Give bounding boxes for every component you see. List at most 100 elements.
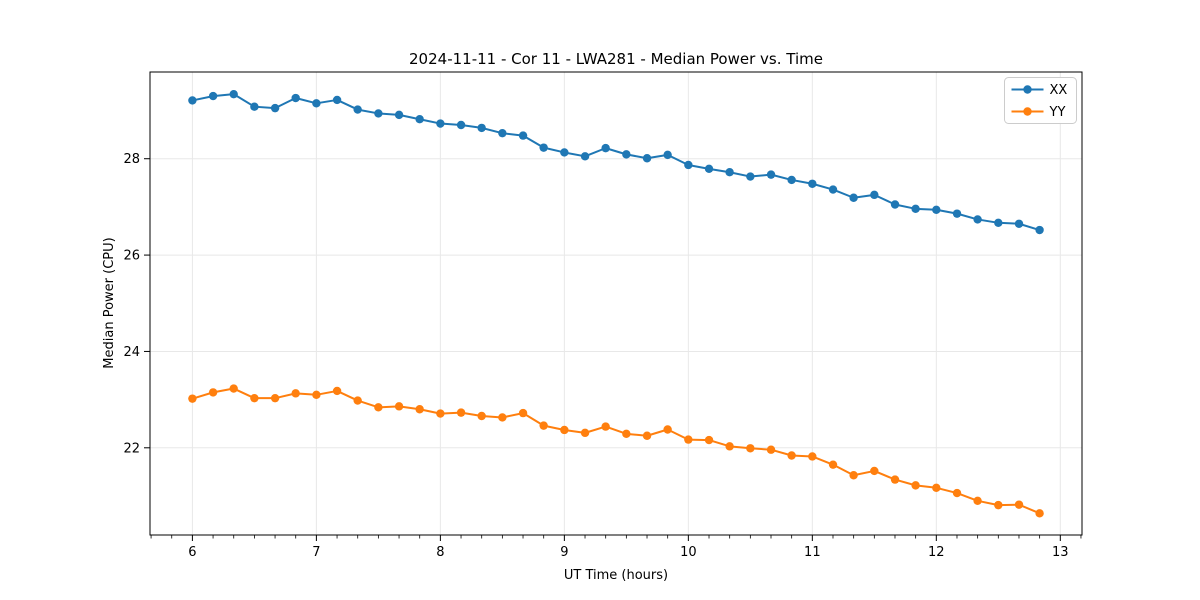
data-point-yy [477,411,486,421]
data-point-yy [849,471,858,480]
data-point-xx [580,152,590,161]
data-point-yy [229,384,238,393]
x-tick-label: 9 [560,545,568,560]
data-point-xx [746,172,755,181]
data-point-xx [270,103,280,113]
data-point-yy [622,429,631,439]
data-point-xx [808,179,817,188]
data-point-xx [539,143,548,152]
data-point-yy [704,435,714,445]
data-point-yy [518,408,528,418]
data-point-yy [332,386,342,396]
data-point-yy [911,481,920,490]
data-point-yy [787,451,796,460]
data-point-yy [828,460,838,469]
x-tick-label: 6 [188,545,196,560]
data-point-xx [188,96,197,105]
data-point-xx [332,95,342,105]
data-point-yy [684,435,693,444]
data-point-yy [436,409,445,418]
x-tick-label: 7 [312,545,320,560]
data-point-xx [353,105,362,114]
data-point-xx [766,170,776,179]
data-point-yy [498,413,507,422]
data-point-xx [477,123,486,133]
data-point-xx [498,128,507,138]
data-point-xx [973,215,982,224]
legend: XX YY [1004,77,1077,124]
data-point-yy [642,431,652,440]
y-tick-label: 26 [123,249,140,264]
y-tick-label: 28 [123,152,140,167]
data-point-yy [312,390,321,399]
data-point-xx [828,185,838,194]
data-point-xx [704,164,714,174]
x-tick-label: 12 [928,545,945,560]
data-point-xx [250,102,259,111]
data-point-yy [890,475,900,484]
data-point-yy [973,496,982,505]
data-point-yy [932,483,941,492]
data-point-xx [1035,225,1044,235]
legend-label-yy: YY [1049,105,1066,120]
data-point-xx [642,154,652,163]
axes-layer: 6 7 8 9 10 11 12 13 22 24 26 28 [123,71,1083,560]
data-point-xx [725,168,734,177]
legend-sample-marker [1023,85,1032,94]
data-point-yy [1014,500,1024,509]
data-point-yy [560,425,569,435]
x-axis-label: UT Time (hours) [564,568,668,583]
data-point-yy [766,445,776,454]
data-point-yy [270,393,280,403]
data-point-xx [208,91,218,101]
data-point-xx [601,143,610,153]
grid-layer [150,72,1082,535]
data-point-yy [456,408,466,417]
series-layer [188,89,1044,518]
y-axis-label: Median Power (CPU) [102,237,117,368]
chart-title: 2024-11-11 - Cor 11 - LWA281 - Median Po… [409,50,823,68]
data-point-yy [808,452,817,461]
data-point-xx [890,200,900,209]
data-point-xx [1014,219,1024,228]
data-point-xx [312,99,321,108]
data-point-yy [746,444,755,453]
data-point-yy [580,428,590,438]
x-tick-label: 10 [680,545,697,560]
data-point-xx [870,190,879,200]
data-point-xx [932,205,941,214]
data-point-yy [188,394,197,403]
data-point-yy [601,422,610,431]
data-point-xx [994,218,1003,228]
data-point-xx [560,148,569,157]
data-point-xx [415,115,424,124]
data-point-yy [394,402,404,411]
data-point-yy [415,405,424,414]
data-point-xx [456,120,466,130]
data-point-xx [291,93,300,103]
y-tick-label: 24 [123,345,140,360]
x-tick-label: 11 [804,545,821,560]
legend-sample-marker [1023,107,1032,116]
data-point-yy [291,389,300,398]
data-point-xx [663,150,672,160]
data-point-xx [436,119,445,128]
data-point-yy [374,403,383,412]
data-point-xx [518,131,528,140]
legend-label-xx: XX [1050,83,1068,98]
data-point-yy [1035,509,1044,518]
x-tick-label: 13 [1052,545,1069,560]
data-point-xx [952,209,962,218]
data-point-xx [684,160,693,170]
y-tick-label: 22 [123,441,140,456]
data-point-yy [539,421,548,430]
data-point-xx [622,150,631,159]
data-point-yy [663,425,672,434]
data-point-yy [353,396,362,405]
data-point-xx [229,89,238,99]
data-point-xx [394,110,404,120]
data-point-xx [911,204,920,214]
data-point-yy [725,442,734,451]
